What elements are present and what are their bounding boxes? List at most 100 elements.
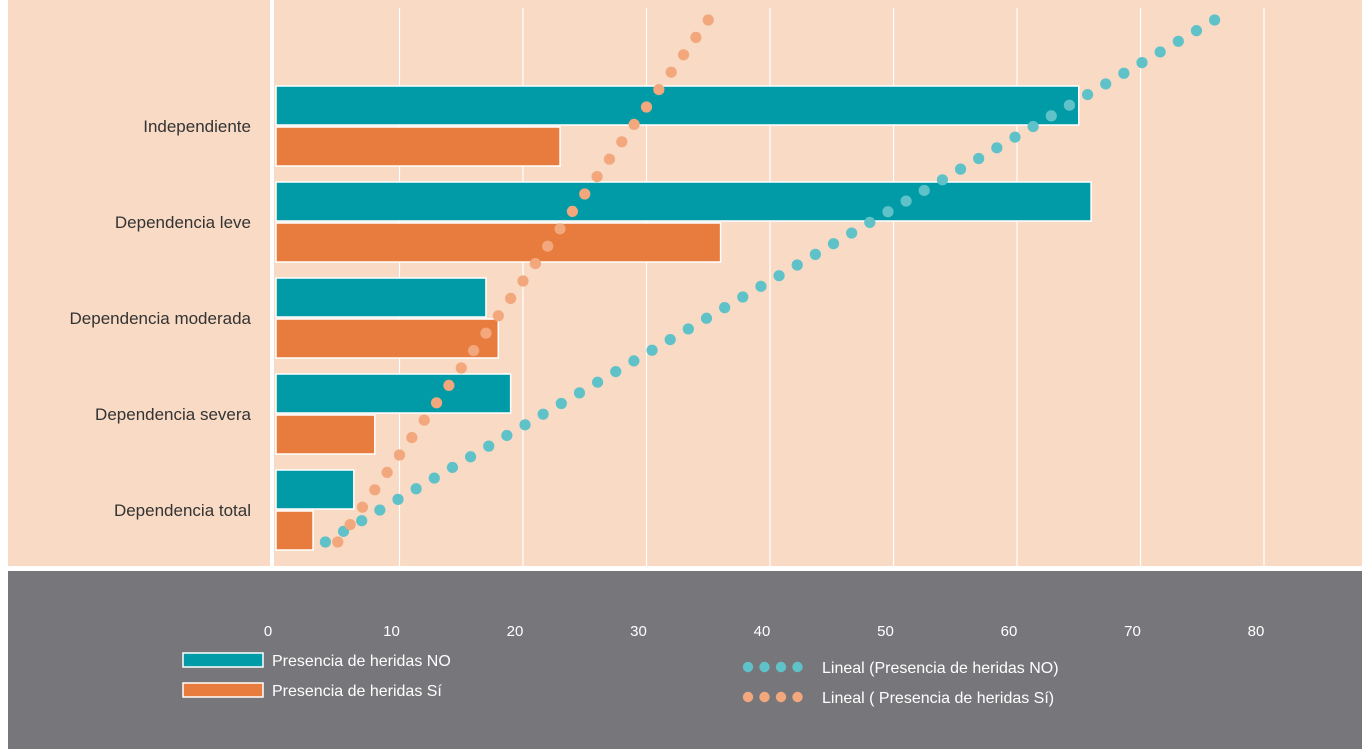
- legend-trend-dot-si: [759, 691, 770, 703]
- trend-si-dot: [393, 449, 406, 461]
- x-tick-30: 30: [630, 623, 647, 640]
- trend-no-dot: [664, 333, 676, 346]
- trend-si-dot: [381, 466, 393, 478]
- trend-no-dot: [592, 376, 604, 388]
- legend-trend-label-si: Lineal ( Presencia de heridas Sí): [822, 690, 1054, 707]
- trend-no-dot: [1081, 88, 1094, 101]
- trend-si-dot: [665, 66, 677, 78]
- x-tick-40: 40: [754, 623, 771, 640]
- trend-si-dot: [406, 432, 418, 444]
- trend-no-dot: [356, 515, 368, 527]
- bar-si-2: [275, 318, 500, 359]
- trend-no-dot: [1027, 120, 1039, 133]
- trend-no-dot: [773, 270, 785, 282]
- legend-trend-dot-no: [792, 661, 803, 673]
- legend-swatch-no: [182, 652, 264, 668]
- x-tick-20: 20: [507, 623, 524, 640]
- bar-si-4: [275, 510, 314, 551]
- category-label-2: Dependencia moderada: [70, 309, 252, 328]
- trend-si-dot: [542, 240, 554, 252]
- legend-trend-dot-si: [775, 691, 787, 703]
- bar-si-3: [275, 414, 376, 455]
- trend-no-dot: [555, 397, 567, 410]
- trend-no-dot: [900, 195, 912, 207]
- trend-no-dot: [1154, 46, 1166, 58]
- trend-no-dot: [1172, 35, 1184, 47]
- trend-no-dot: [1100, 78, 1112, 90]
- trend-si-dot: [480, 327, 492, 339]
- legend-trend-dot-si: [742, 691, 754, 703]
- legend-trend-label-no: Lineal (Presencia de heridas NO): [822, 660, 1059, 677]
- category-label-1: Dependencia leve: [115, 213, 251, 232]
- trend-si-dot: [566, 205, 579, 217]
- trend-si-dot: [640, 101, 653, 113]
- trend-no-dot: [610, 365, 622, 378]
- trend-si-dot: [579, 188, 591, 200]
- trend-no-dot: [882, 206, 894, 218]
- trend-no-dot: [1063, 99, 1076, 111]
- trend-no-dot: [628, 355, 640, 367]
- legend-trend-dot-no: [759, 661, 770, 673]
- trend-si-dot: [356, 501, 369, 513]
- legend: Presencia de heridas NO Presencia de heri…: [182, 652, 1059, 707]
- trend-no-dot: [537, 408, 549, 420]
- trend-no-dot: [682, 323, 694, 335]
- trend-no-dot: [1045, 110, 1057, 122]
- x-tick-80: 80: [1248, 623, 1265, 640]
- trend-no-dot: [319, 536, 331, 548]
- legend-trend-dot-no: [742, 661, 754, 673]
- trend-no-dot: [737, 291, 749, 303]
- trend-no-dot: [918, 184, 930, 197]
- bar-no-0: [275, 85, 1080, 126]
- x-tick-0: 0: [264, 623, 272, 640]
- trend-no-dot: [991, 142, 1003, 154]
- trend-si-dot: [492, 310, 504, 322]
- trend-si-dot: [616, 136, 628, 148]
- plot-background: [8, 0, 1362, 566]
- trend-si-dot: [677, 49, 690, 61]
- trend-no-dot: [827, 238, 840, 250]
- trend-no-dot: [446, 461, 459, 474]
- bar-no-4: [275, 469, 355, 510]
- x-tick-60: 60: [1001, 623, 1018, 640]
- legend-swatch-si: [182, 682, 264, 698]
- trend-si-dot: [517, 275, 529, 287]
- trend-si-dot: [603, 153, 616, 165]
- trend-no-dot: [719, 302, 731, 314]
- bar-si-0: [275, 126, 561, 167]
- trend-si-dot: [554, 223, 566, 235]
- trend-si-dot: [591, 171, 603, 183]
- trend-si-dot: [628, 118, 640, 130]
- trend-si-dot: [430, 397, 443, 409]
- bar-no-3: [275, 373, 512, 414]
- legend-trend-dot-no: [775, 661, 787, 673]
- trend-si-dot: [702, 14, 714, 26]
- bars: [275, 85, 1092, 551]
- trend-si-dot: [443, 379, 455, 391]
- trend-no-dot: [392, 493, 404, 505]
- trend-no-dot: [864, 216, 876, 229]
- trend-no-dot: [464, 451, 477, 463]
- trend-si-dot: [653, 84, 665, 96]
- trend-si-dot: [690, 31, 702, 43]
- trend-si-dot: [468, 345, 480, 357]
- legend-label-no: Presencia de heridas NO: [272, 653, 451, 670]
- trend-no-dot: [973, 152, 985, 165]
- trend-no-dot: [1136, 57, 1148, 69]
- category-label-4: Dependencia total: [114, 501, 251, 520]
- trend-no-dot: [954, 163, 967, 175]
- bar-no-1: [275, 181, 1092, 222]
- x-tick-70: 70: [1124, 623, 1141, 640]
- trend-no-dot: [809, 248, 821, 260]
- category-label-3: Dependencia severa: [95, 405, 251, 424]
- trend-si-dot: [332, 536, 344, 548]
- trend-no-dot: [791, 259, 803, 271]
- trend-no-dot: [1009, 131, 1021, 143]
- bar-no-2: [275, 277, 487, 318]
- trend-no-dot: [428, 472, 440, 484]
- legend-label-si: Presencia de heridas Sí: [272, 683, 442, 700]
- trend-si-dot: [505, 292, 517, 304]
- trend-si-dot: [529, 258, 541, 270]
- trend-no-dot: [936, 174, 948, 186]
